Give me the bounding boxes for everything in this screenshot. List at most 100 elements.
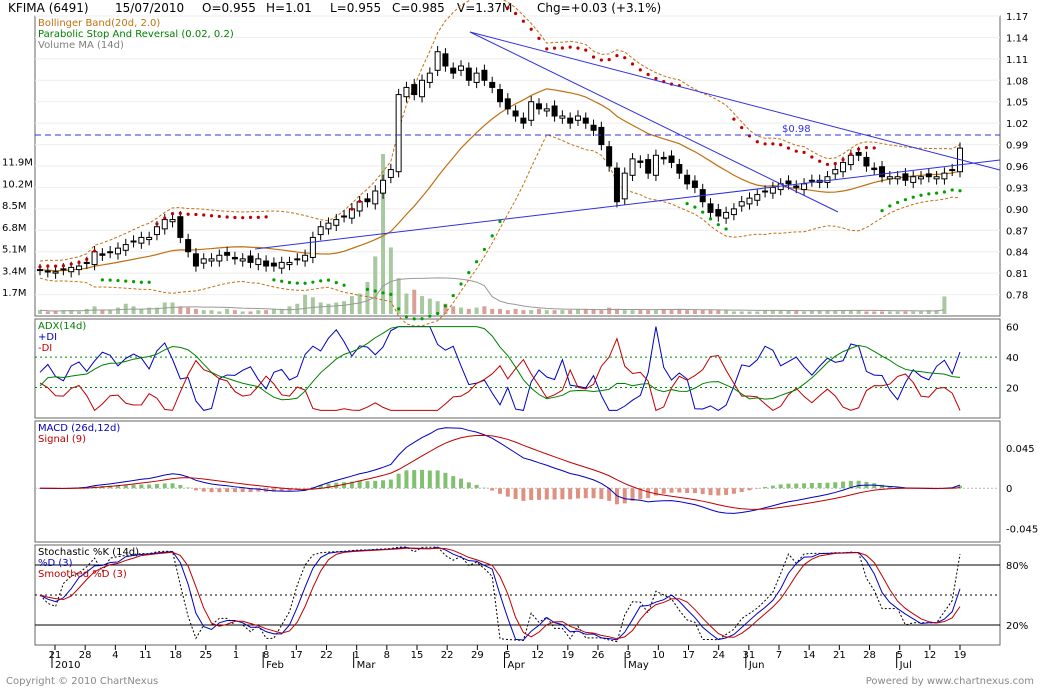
candle-body <box>793 185 800 188</box>
candle-body <box>645 159 652 174</box>
macd-histogram-bar <box>724 488 729 495</box>
sar-dot <box>919 193 923 197</box>
candle-body <box>574 115 581 121</box>
macd-histogram-bar <box>599 488 604 500</box>
open-label: O=0.955 <box>202 1 256 15</box>
candle-body <box>520 117 527 124</box>
date-tick-label: 5 <box>504 650 510 661</box>
stoch-smoothed-d-line <box>39 547 961 640</box>
sar-dot <box>163 216 167 220</box>
macd-histogram-bar <box>677 488 682 493</box>
candle-body <box>684 174 691 185</box>
volume-bar <box>303 294 308 314</box>
volume-bar <box>591 308 596 314</box>
legend-stoch-1: %D (3) <box>38 558 73 569</box>
macd-histogram-bar <box>872 483 877 489</box>
candle-body <box>668 155 675 163</box>
candle-body <box>855 151 862 156</box>
month-label: Jul <box>899 660 912 671</box>
candle-body <box>902 173 909 181</box>
volume-bar <box>131 306 136 314</box>
volume-bar <box>279 308 284 314</box>
sar-dot <box>693 205 697 209</box>
volume-bar <box>357 293 362 314</box>
legend-price-1: Parabolic Stop And Reversal (0.02, 0.2) <box>38 29 234 40</box>
sar-dot <box>568 45 572 49</box>
macd-histogram-bar <box>303 488 308 490</box>
volume-bar <box>887 311 892 314</box>
volume-bar <box>521 310 526 314</box>
legend-price-2: Volume MA (14d) <box>38 40 124 51</box>
sar-dot <box>935 191 939 195</box>
sar-dot <box>233 215 237 220</box>
volume-bar <box>69 310 74 314</box>
date-tick-label: 24 <box>712 650 725 661</box>
macd-histogram-bar <box>669 488 674 493</box>
date-tick-label: 21 <box>49 650 62 661</box>
macd-histogram-bar <box>482 487 487 489</box>
volume-bar <box>903 311 908 314</box>
volume-bar <box>147 307 152 314</box>
sar-dot <box>623 56 627 60</box>
sar-dot <box>872 146 876 150</box>
volume-bar <box>451 306 456 314</box>
sar-dot <box>506 6 510 10</box>
sar-dot <box>116 278 120 283</box>
candle-body <box>403 86 410 98</box>
volume-bar <box>482 306 487 314</box>
sar-dot <box>350 207 354 211</box>
macd-histogram-bar <box>342 482 347 489</box>
signal-line <box>39 434 961 510</box>
volume-bar <box>700 310 705 314</box>
volume-bar <box>911 311 916 314</box>
volume-bar <box>217 311 222 314</box>
macd-histogram-bar <box>763 486 768 489</box>
volume-bar <box>310 297 315 314</box>
candle-body <box>489 81 496 88</box>
candle-body <box>535 103 542 110</box>
candle-body <box>231 256 238 260</box>
candle-body <box>434 51 441 71</box>
volume-bar <box>193 308 198 314</box>
sar-dot <box>475 260 479 264</box>
support-trendline <box>254 159 1001 250</box>
candle-body <box>426 72 433 83</box>
sar-dot <box>326 278 331 282</box>
date-label: 15/07/2010 <box>115 1 184 15</box>
macd-histogram-bar <box>232 488 237 493</box>
date-tick-label: 10 <box>652 650 665 661</box>
candle-body <box>528 101 535 121</box>
sar-dot <box>61 264 65 268</box>
adx-panel <box>34 318 1001 419</box>
candle-body <box>83 261 90 264</box>
candles <box>37 46 963 279</box>
macd-line <box>39 427 961 514</box>
candle-body <box>278 261 285 269</box>
date-tick-label: 11 <box>139 650 152 661</box>
price-grid <box>35 15 1000 296</box>
sar-dot <box>397 307 401 311</box>
candle-body <box>559 115 566 119</box>
sar-dot <box>755 140 759 144</box>
candle-body <box>91 251 98 266</box>
candle-body <box>442 53 449 67</box>
candle-body <box>637 160 644 163</box>
macd-histogram-bar <box>716 488 721 496</box>
candle-body <box>450 67 457 74</box>
sar-dot <box>607 57 611 62</box>
macd-histogram-bar <box>404 470 409 489</box>
sar-dot <box>404 315 409 319</box>
sar-dot <box>451 293 455 298</box>
date-tick-label: 22 <box>441 650 454 661</box>
macd-histogram-bar <box>630 488 635 501</box>
month-label: Feb <box>266 660 284 671</box>
macd-histogram-bar <box>653 488 658 496</box>
macd-histogram-bar <box>700 488 705 495</box>
candle-body <box>341 215 348 218</box>
sar-dot <box>209 214 214 218</box>
macd-histogram-bar <box>638 488 643 500</box>
sar-dot <box>108 278 112 282</box>
candle-body <box>840 161 847 173</box>
sar-dot <box>740 125 744 130</box>
sar-dot <box>264 215 268 219</box>
